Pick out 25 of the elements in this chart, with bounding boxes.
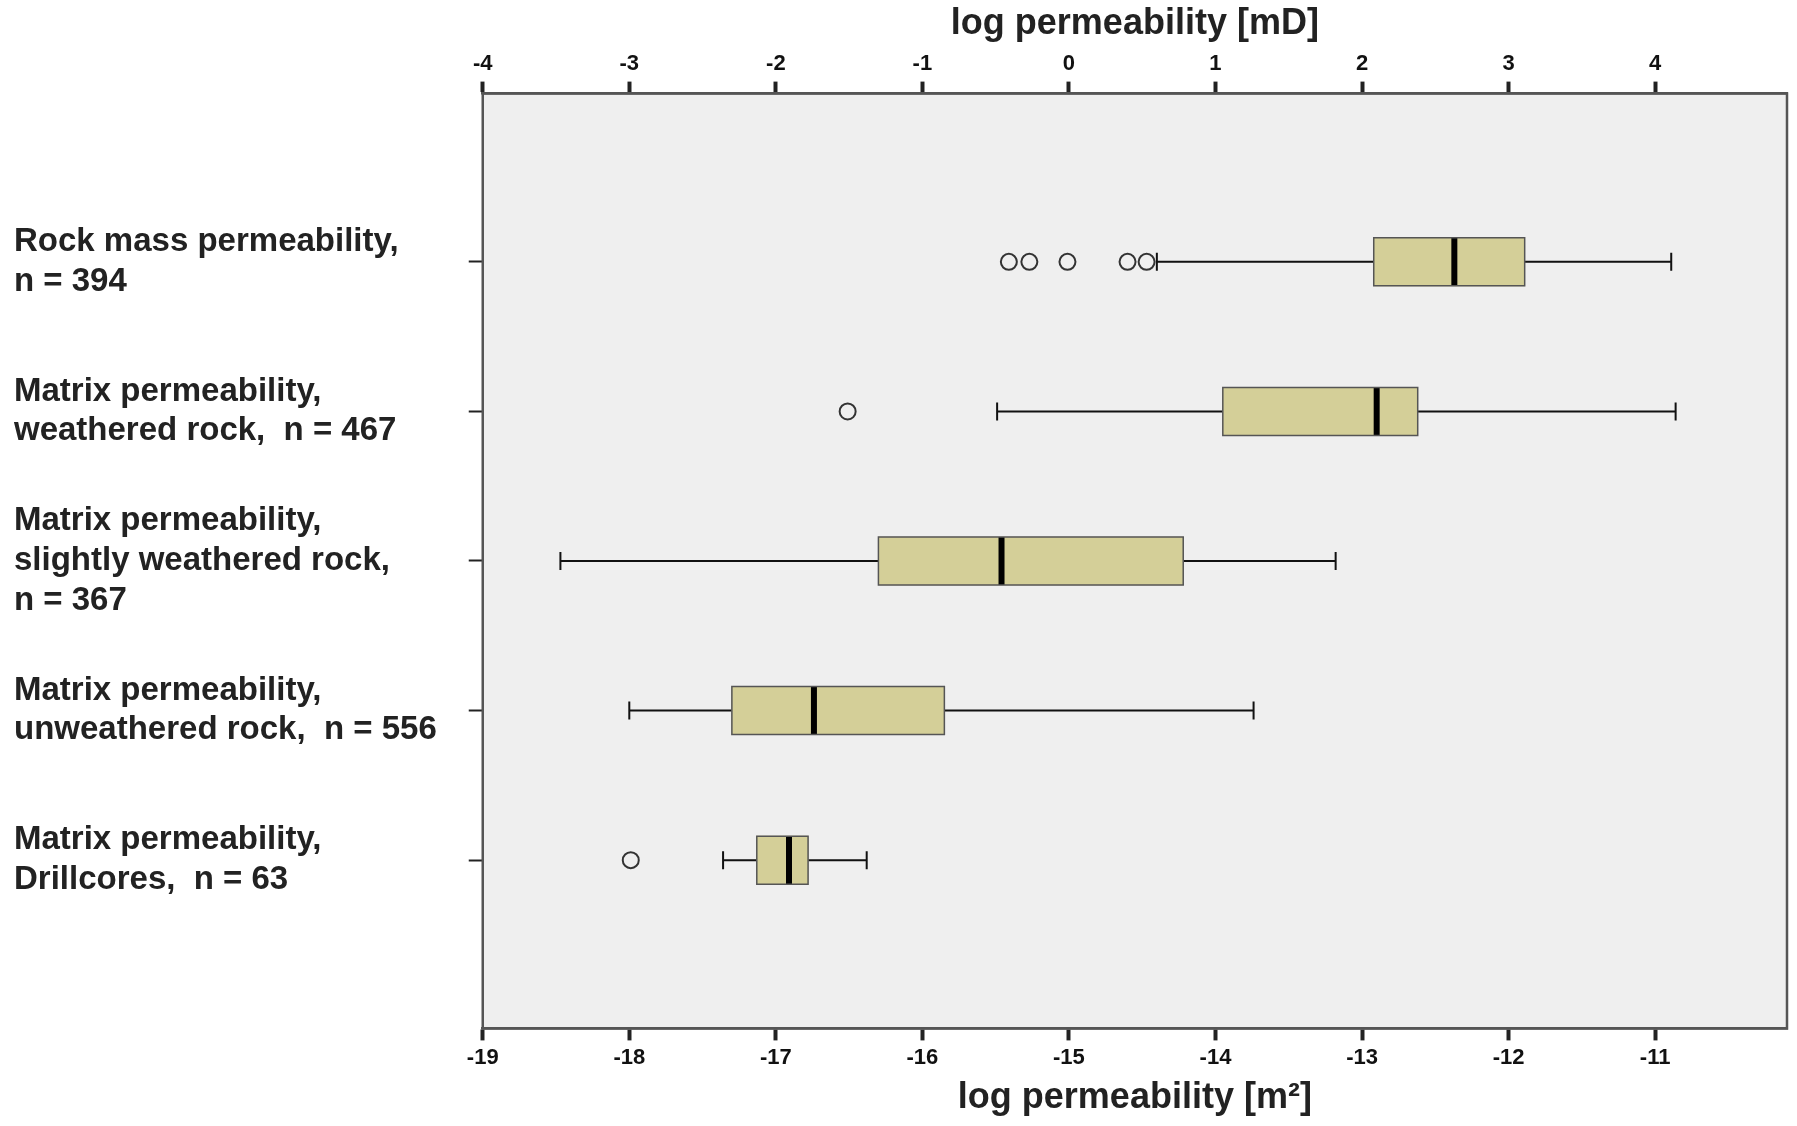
y-tick-label: Rock mass permeability, n = 394: [14, 221, 399, 298]
x-tick-label: -19: [466, 1043, 499, 1069]
x-tick-label: -17: [759, 1043, 792, 1069]
y-tick-label: Matrix permeability, slightly weathered rock, n = 367: [14, 500, 390, 617]
y-tick-label: Matrix permeability, unweathered rock, n = 556: [14, 669, 437, 747]
y-tick-label: Matrix permeability, Drillcores, n = 63: [14, 819, 322, 897]
x2-tick-label: 2: [1355, 50, 1369, 76]
x-tick-label: -14: [1199, 1043, 1233, 1069]
x-axis-title: log permeability [m²]: [957, 1075, 1312, 1117]
y-tick-label: Matrix permeability, weathered rock, n = 467: [13, 370, 397, 448]
x2-axis-title: log permeability [mD]: [950, 0, 1319, 42]
x2-tick-label: 0: [1062, 50, 1076, 76]
x-tick-label: -16: [906, 1043, 939, 1069]
x-tick-label: -13: [1346, 1043, 1378, 1069]
x2-tick-label: -4: [472, 50, 494, 76]
x-tick-label: -11: [1639, 1043, 1671, 1069]
x2-tick-label: 1: [1209, 50, 1222, 76]
x-tick-label: -18: [613, 1043, 646, 1069]
x-tick-label: -15: [1053, 1043, 1085, 1069]
x2-tick-label: -3: [619, 50, 640, 76]
x-tick-label: -12: [1492, 1043, 1525, 1069]
x2-tick-label: 3: [1502, 50, 1515, 76]
x2-tick-label: 4: [1648, 50, 1662, 76]
x2-tick-label: -1: [912, 50, 933, 76]
x2-tick-label: -2: [766, 50, 786, 76]
